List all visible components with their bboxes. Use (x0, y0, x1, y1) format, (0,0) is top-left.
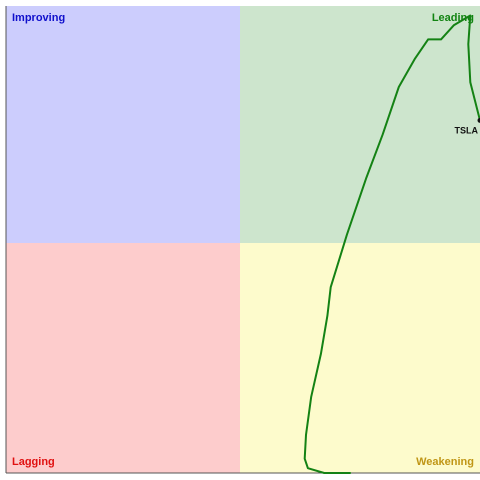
quadrant-layer (5, 6, 480, 474)
series-line-tsla (303, 14, 480, 474)
series-layer: TSLA (303, 14, 480, 474)
quadrant-label-layer: Improving Leading Lagging Weakening (12, 12, 474, 468)
quadrant-label-leading: Leading (432, 12, 474, 24)
quadrant-improving (6, 6, 240, 243)
quadrant-weakening (240, 243, 480, 473)
quadrant-label-improving: Improving (12, 12, 65, 24)
series-head-point-tsla (477, 117, 480, 123)
quadrant-leading (240, 6, 480, 243)
quadrant-label-weakening: Weakening (416, 456, 474, 468)
quadrant-lagging (6, 243, 240, 473)
quadrant-label-lagging: Lagging (12, 456, 55, 468)
series-label-tsla: TSLA (455, 125, 479, 135)
